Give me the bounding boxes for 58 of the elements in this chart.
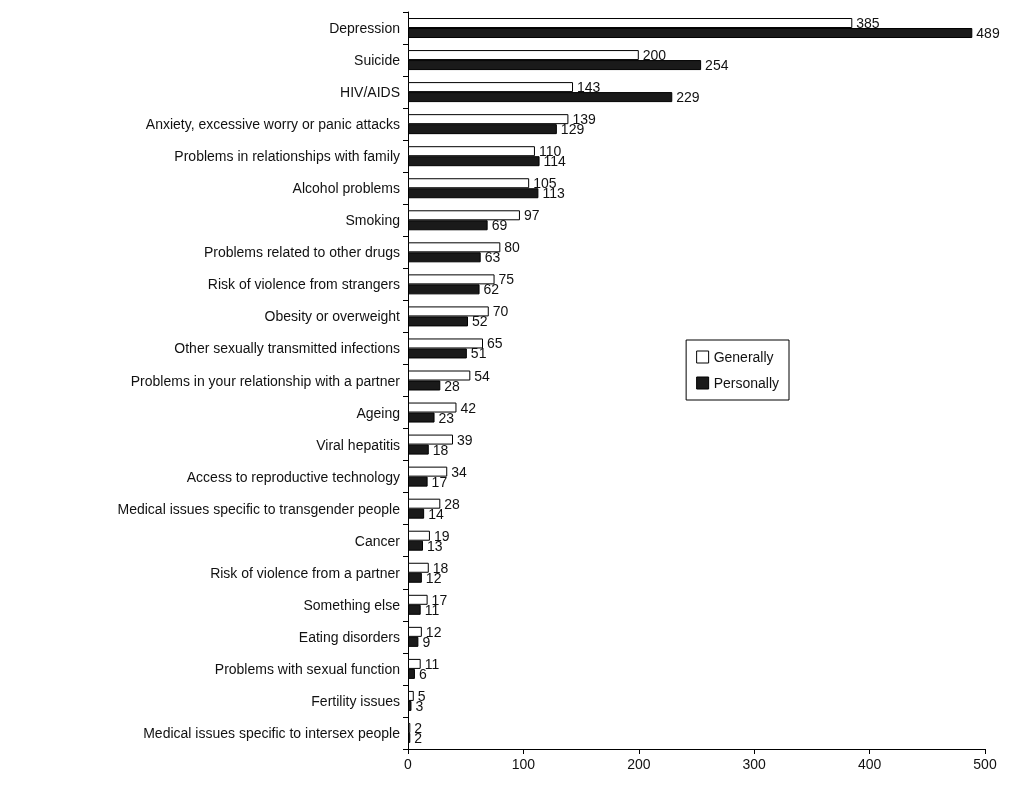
data-label: 65: [487, 335, 503, 352]
data-label: 75: [498, 271, 515, 288]
data-label: 385: [856, 15, 880, 32]
x-tick-label: 300: [742, 756, 767, 772]
y-tick-label: Problems with sexual function: [214, 660, 400, 677]
data-label: 54: [474, 367, 491, 384]
data-label: 80: [504, 239, 521, 256]
y-tick-label: Problems in your relationship with a partner: [130, 372, 401, 389]
y-tick-label: HIV/AIDS: [340, 84, 400, 101]
y-tick-label: Smoking: [345, 212, 400, 229]
x-tick-label: 0: [404, 756, 413, 772]
data-label: 229: [676, 89, 700, 106]
data-label: 39: [457, 431, 473, 448]
y-tick-label: Suicide: [354, 52, 401, 69]
x-tick-label: 500: [973, 756, 997, 772]
y-tick-label: Problems in relationships with family: [174, 148, 400, 165]
y-tick-label: Alcohol problems: [292, 180, 400, 197]
x-tick-label: 200: [627, 756, 651, 772]
data-label: 28: [444, 377, 461, 394]
data-label: 14: [428, 505, 444, 522]
x-tick-label: 100: [511, 756, 536, 772]
data-label: 62: [483, 281, 500, 298]
data-label: 51: [470, 345, 487, 362]
y-tick-label: Problems related to other drugs: [203, 244, 400, 261]
data-label: 17: [431, 473, 448, 490]
legend-label: Generally: [713, 349, 774, 365]
data-label: 42: [460, 399, 477, 416]
y-tick-label: Medical issues specific to transgender people: [117, 500, 401, 517]
data-label: 70: [492, 303, 509, 320]
y-tick-label: Other sexually transmitted infections: [174, 340, 400, 357]
data-label: 143: [577, 79, 601, 96]
data-label: 200: [642, 47, 667, 64]
y-tick-label: Viral hepatitis: [316, 436, 400, 453]
data-label: 18: [432, 441, 449, 458]
y-tick-label: Eating disorders: [298, 628, 400, 645]
data-label: 97: [523, 207, 540, 224]
data-label: 6: [418, 665, 427, 682]
data-label: 69: [491, 217, 508, 234]
y-tick-label: Medical issues specific to intersex people: [143, 724, 401, 741]
y-tick-label: Risk of violence from strangers: [207, 276, 400, 293]
y-tick-label: Something else: [303, 596, 401, 613]
data-label: 489: [976, 25, 1000, 42]
legend-label: Personally: [713, 375, 780, 391]
data-label: 52: [472, 313, 488, 330]
data-label: 23: [438, 409, 455, 426]
y-tick-label: Fertility issues: [311, 692, 400, 709]
y-tick-label: Risk of violence from a partner: [210, 564, 401, 581]
y-tick-label: Anxiety, excessive worry or panic attacks: [145, 116, 400, 133]
x-tick-label: 400: [857, 756, 882, 772]
data-label: 34: [451, 463, 468, 480]
data-label: 63: [484, 249, 501, 266]
y-tick-label: Ageing: [356, 404, 400, 421]
y-tick-label: Cancer: [354, 532, 401, 549]
data-label: 28: [444, 495, 461, 512]
y-tick-label: Access to reproductive technology: [186, 468, 400, 485]
data-label: 254: [705, 57, 729, 74]
y-tick-label: Depression: [329, 20, 400, 37]
y-tick-label: Obesity or overweight: [264, 308, 401, 325]
